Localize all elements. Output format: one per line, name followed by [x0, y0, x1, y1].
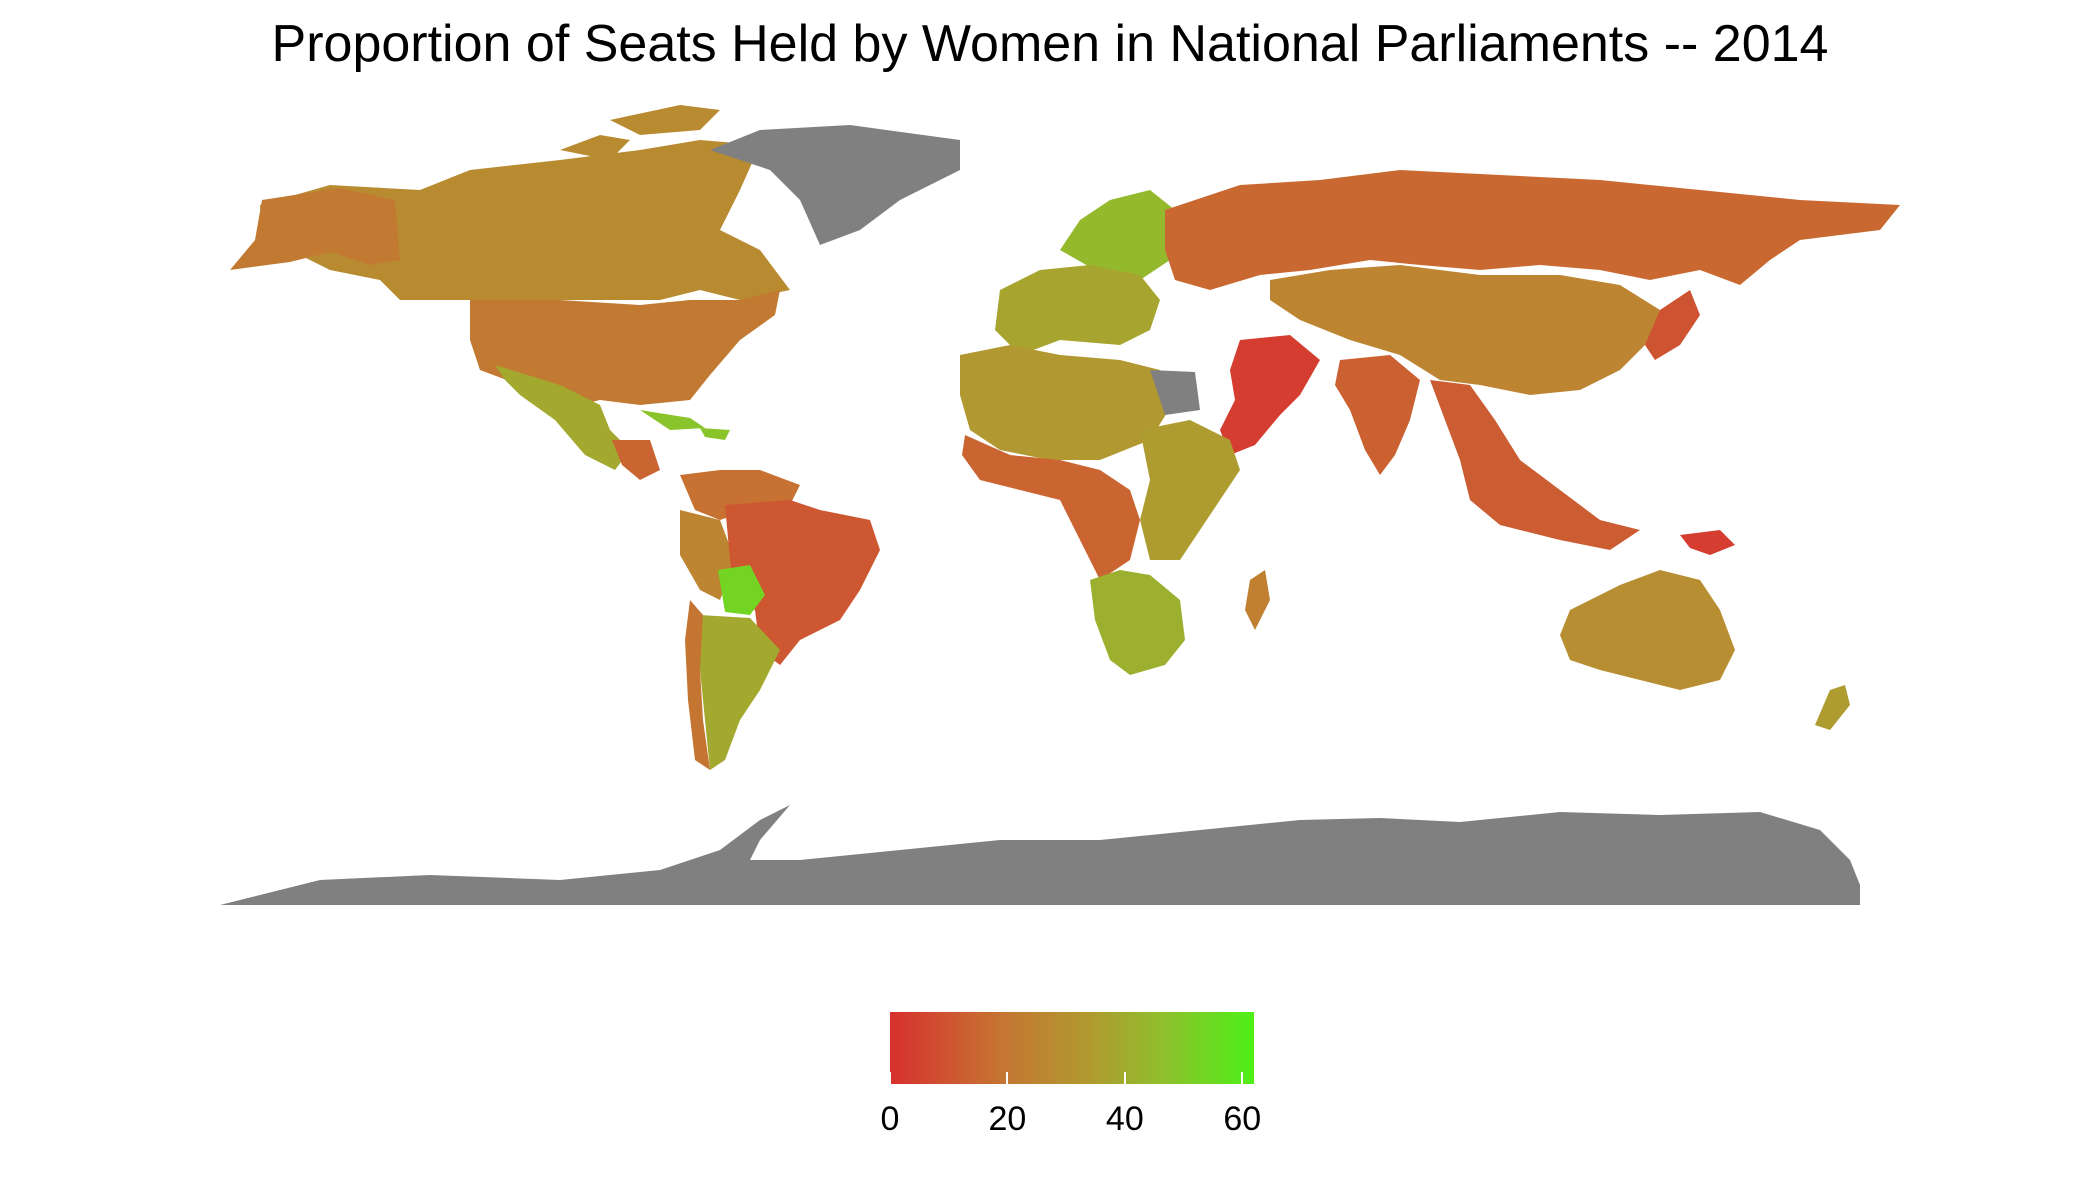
legend-tick-label: 20 [988, 1100, 1027, 1138]
map-region-alaska-usa [230, 188, 400, 270]
legend-tick-label: 60 [1223, 1100, 1262, 1138]
map-region-north-africa [960, 345, 1175, 460]
map-region-caribbean [640, 410, 730, 440]
map-region-antarctica [220, 805, 1860, 905]
color-legend: 0 20 40 60 [881, 1012, 1270, 1162]
map-region-east-africa [1140, 420, 1240, 560]
map-region-new-zealand [1815, 685, 1850, 730]
map-region-egypt [1150, 370, 1200, 415]
map-region-scandinavia [1060, 190, 1175, 290]
map-region-japan [1645, 290, 1700, 360]
map-region-russia [1165, 170, 1900, 290]
map-region-brazil [725, 500, 880, 665]
map-region-madagascar [1245, 570, 1270, 630]
map-regions-layer [220, 105, 1900, 905]
legend-tick-mark [1006, 1072, 1009, 1084]
legend-tick-label: 40 [1105, 1100, 1144, 1138]
legend-color-bar [890, 1012, 1254, 1084]
map-region-southern-africa [1090, 570, 1185, 675]
map-region-western-europe [995, 265, 1160, 355]
map-region-australia [1560, 570, 1735, 690]
legend-tick-mark [1241, 1072, 1244, 1084]
map-region-united-states [470, 290, 780, 410]
map-region-central-america [612, 440, 660, 480]
map-region-bolivia [718, 565, 765, 615]
map-region-central-asia-china [1270, 265, 1660, 395]
map-region-southeast-asia [1430, 380, 1640, 550]
map-region-chile [685, 600, 710, 770]
map-region-west-central-africa [962, 435, 1140, 580]
legend-tick-mark [1123, 1072, 1126, 1084]
map-region-iran-arabia [1220, 335, 1320, 455]
map-region-papua-new-guinea [1680, 530, 1735, 555]
map-region-india [1335, 355, 1420, 475]
map-region-greenland [710, 125, 960, 245]
map-region-argentina [700, 615, 780, 770]
map-region-mexico [495, 365, 630, 470]
legend-tick-label: 0 [880, 1100, 900, 1138]
legend-tick-mark [889, 1072, 891, 1084]
map-title: Proportion of Seats Held by Women in Nat… [271, 15, 1829, 73]
